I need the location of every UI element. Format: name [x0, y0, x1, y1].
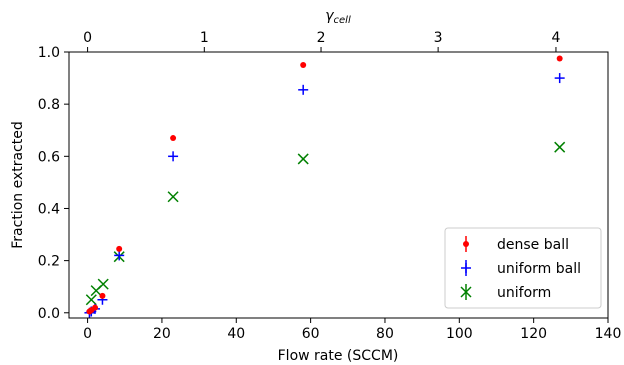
- data-point-x: [297, 153, 309, 165]
- top-axis-label-sub: cell: [334, 15, 351, 26]
- legend-box: [444, 227, 602, 309]
- y-axis: 0.0 0.2 0.4 0.6 0.8 1.0: [38, 45, 69, 322]
- data-point-x: [554, 141, 566, 153]
- x-tick-label: 100: [446, 326, 473, 342]
- plot-frame: [68, 51, 609, 319]
- x-tick-label: 40: [227, 326, 245, 342]
- legend-marker-dot: [463, 241, 469, 247]
- data-point-plus: [114, 250, 125, 261]
- top-axis-label-main: γ: [325, 8, 334, 24]
- top-tick-label: 1: [200, 30, 209, 46]
- data-point-x: [85, 294, 97, 306]
- data-point-x: [97, 278, 109, 290]
- data-point-plus: [554, 73, 565, 84]
- data-point-x: [167, 191, 179, 203]
- x-axis: 0 20 40 60 80 100 120 140: [83, 318, 621, 342]
- legend-label: uniform ball: [497, 261, 581, 277]
- data-marks: [84, 55, 566, 318]
- y-tick-label: 0.6: [38, 149, 60, 165]
- top-x-axis: 0 1 2 3 4: [83, 30, 560, 52]
- y-tick-label: 0.0: [38, 306, 60, 322]
- top-tick-label: 2: [317, 30, 326, 46]
- data-point-dot: [170, 135, 177, 142]
- top-axis-label: γcell: [325, 8, 351, 26]
- data-point-dot: [92, 304, 99, 311]
- y-tick-label: 0.8: [38, 97, 60, 113]
- legend-label: uniform: [497, 285, 551, 301]
- x-tick-label: 20: [153, 326, 171, 342]
- legend-label: dense ball: [497, 237, 569, 253]
- x-tick-label: 80: [376, 326, 394, 342]
- top-tick-label: 4: [551, 30, 560, 46]
- top-tick-label: 0: [83, 30, 92, 46]
- data-point-dot: [99, 292, 106, 299]
- x-tick-label: 60: [302, 326, 320, 342]
- data-point-dot: [556, 55, 563, 62]
- x-axis-label: Flow rate (SCCM): [278, 348, 399, 364]
- y-tick-label: 0.4: [38, 201, 60, 217]
- legend-marker-x: [460, 286, 472, 298]
- x-tick-label: 0: [83, 326, 92, 342]
- data-point-dot: [116, 245, 123, 252]
- y-tick-label: 0.2: [38, 254, 60, 270]
- data-point-plus: [298, 84, 309, 95]
- legend-marker-plus: [461, 263, 471, 273]
- x-tick-label: 140: [595, 326, 622, 342]
- top-tick-label: 3: [434, 30, 443, 46]
- legend: dense ball uniform ball uniform: [444, 227, 602, 309]
- data-point-plus: [168, 151, 179, 162]
- y-axis-label: Fraction extracted: [10, 121, 26, 249]
- y-tick-label: 1.0: [38, 45, 60, 61]
- x-tick-label: 120: [520, 326, 547, 342]
- data-point-dot: [300, 62, 307, 69]
